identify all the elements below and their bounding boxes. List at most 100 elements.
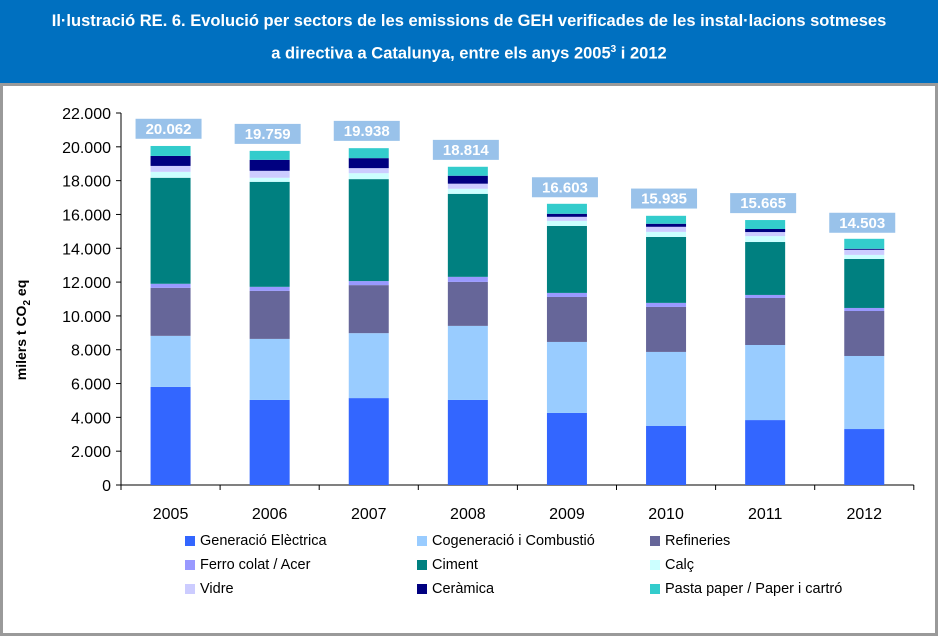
bar-segment <box>249 338 290 400</box>
legend-label: Ceràmica <box>432 581 495 597</box>
bar-segment <box>249 177 290 182</box>
total-label-box <box>135 118 202 139</box>
bar-segment <box>844 249 885 255</box>
bar-segment <box>844 307 885 312</box>
x-tick-label: 2007 <box>351 506 387 523</box>
x-tick-label: 2012 <box>846 506 882 523</box>
bar-segment <box>447 281 488 326</box>
bar-segment <box>249 286 290 291</box>
legend-label: Pasta paper / Paper i cartró <box>665 581 843 597</box>
bar-segment <box>348 333 389 399</box>
legend-swatch <box>650 584 660 594</box>
y-tick-label: 2.000 <box>71 444 111 461</box>
legend-label: Ferro colat / Acer <box>200 557 311 573</box>
bar-segment <box>646 425 687 485</box>
bar-segment <box>546 341 587 413</box>
bar-segment <box>844 254 885 259</box>
bar-segment <box>844 248 885 250</box>
total-label-box <box>333 120 400 141</box>
legend-item: Ciment <box>417 557 478 573</box>
total-label-box <box>531 177 598 198</box>
bar-segment <box>249 150 290 160</box>
y-tick-label: 14.000 <box>62 241 111 258</box>
total-label-box <box>631 188 698 209</box>
bar-segment <box>745 344 786 421</box>
bar-segment <box>745 294 786 298</box>
bar-segment <box>447 276 488 282</box>
y-tick-label: 0 <box>102 478 111 495</box>
y-tick-label: 16.000 <box>62 207 111 224</box>
legend-swatch <box>650 560 660 570</box>
legend-label: Refineries <box>665 533 731 549</box>
y-axis-label-sub: 2 <box>22 300 33 306</box>
bar-segment <box>546 296 587 342</box>
bar-segment <box>745 236 786 243</box>
bar-stack-2012 <box>844 238 885 485</box>
bar-segment <box>348 148 389 159</box>
bar-segment <box>249 290 290 339</box>
bar-segment <box>348 179 389 282</box>
bar-segment <box>844 355 885 430</box>
legend-label: Calç <box>665 557 695 573</box>
bar-segment <box>447 325 488 400</box>
x-tick-label: 2008 <box>450 506 486 523</box>
bar-segment <box>546 213 587 217</box>
total-label: 19.759 <box>245 126 291 143</box>
total-label: 15.935 <box>641 191 687 208</box>
legend-label: Vidre <box>200 581 234 597</box>
bar-segment <box>348 285 389 334</box>
total-label: 14.503 <box>839 215 885 232</box>
bar-segment <box>646 302 687 307</box>
total-label: 18.814 <box>443 142 490 159</box>
legend-item: Pasta paper / Paper i cartró <box>650 581 842 597</box>
bar-segment <box>844 238 885 249</box>
bar-segment <box>646 236 687 303</box>
bar-segment <box>447 175 488 184</box>
y-tick-label: 10.000 <box>62 309 111 326</box>
title-line-2: a directiva a Catalunya, entre els anys … <box>0 44 938 64</box>
title-line-2-text: a directiva a Catalunya, entre els anys … <box>271 44 611 63</box>
bar-segment <box>150 287 191 336</box>
bar-segment <box>348 173 389 180</box>
bar-segment <box>745 220 786 229</box>
bar-segment <box>348 281 389 286</box>
total-label: 15.665 <box>740 195 786 212</box>
bar-segment <box>150 386 191 485</box>
bar-segment <box>447 188 488 194</box>
y-tick-label: 8.000 <box>71 343 111 360</box>
total-label: 16.603 <box>542 179 588 196</box>
title-footnote-ref: 3 <box>610 44 617 55</box>
title-line-2-end: i 2012 <box>616 44 667 63</box>
bar-segment <box>646 226 687 232</box>
total-label-box <box>829 212 896 233</box>
bar-segment <box>844 429 885 485</box>
bar-segment <box>249 181 290 287</box>
bar-segment <box>150 171 191 178</box>
bar-segment <box>348 398 389 485</box>
x-tick-label: 2010 <box>648 506 684 523</box>
bar-segment <box>546 225 587 293</box>
total-labels: 20.062 19.759 19.938 18.814 16.603 15.935 15.6… <box>135 118 896 233</box>
legend-label: Cogeneració i Combustió <box>432 533 595 549</box>
legend-item: Calç <box>650 557 694 573</box>
total-label: 19.938 <box>344 123 390 140</box>
bar-stack-2011 <box>745 220 786 485</box>
bar-segment <box>447 193 488 277</box>
bar-segment <box>249 170 290 178</box>
bar-segment <box>546 412 587 485</box>
total-label-box <box>432 139 499 160</box>
bar-segment <box>150 145 191 156</box>
y-tick-label: 12.000 <box>62 275 111 292</box>
bar-segment <box>447 183 488 189</box>
bar-segment <box>745 420 786 485</box>
legend-item: Refineries <box>650 533 730 549</box>
bar-segment <box>745 242 786 295</box>
legend-swatch <box>417 536 427 546</box>
legend-item: Ceràmica <box>417 581 494 597</box>
bar-segment <box>844 311 885 356</box>
bar-stack-2008 <box>447 166 488 485</box>
bar-segment <box>546 292 587 297</box>
bar-stack-2010 <box>646 215 687 485</box>
x-tick-label: 2005 <box>153 506 189 523</box>
legend-swatch <box>417 584 427 594</box>
